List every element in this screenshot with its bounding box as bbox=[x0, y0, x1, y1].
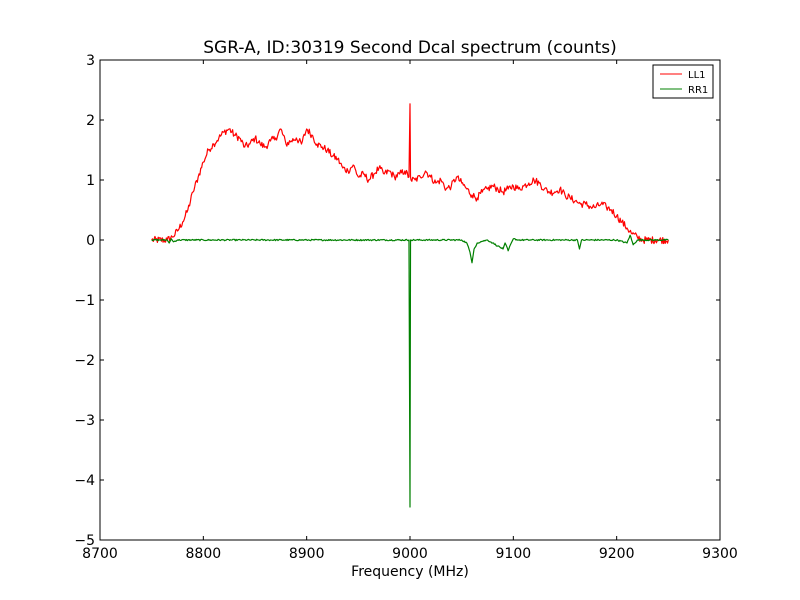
x-tick-label: 8900 bbox=[289, 546, 325, 562]
x-axis-label: Frequency (MHz) bbox=[351, 564, 469, 580]
chart-title: SGR-A, ID:30319 Second Dcal spectrum (co… bbox=[203, 38, 616, 58]
legend: LL1 RR1 bbox=[652, 64, 714, 99]
legend-label-rr1: RR1 bbox=[688, 85, 708, 96]
x-tick-label: 9300 bbox=[702, 546, 738, 562]
y-tick-label: 1 bbox=[86, 173, 95, 189]
legend-label-ll1: LL1 bbox=[688, 70, 706, 81]
y-tick-label: −4 bbox=[74, 473, 95, 489]
series-layer bbox=[151, 103, 669, 508]
legend-box bbox=[652, 64, 714, 99]
y-tick-label: −3 bbox=[74, 413, 95, 429]
series-line-ll1 bbox=[151, 103, 669, 245]
y-tick-label: 3 bbox=[86, 53, 95, 69]
y-tick-label: 0 bbox=[86, 233, 95, 249]
x-tick-label: 9100 bbox=[496, 546, 532, 562]
y-tick-label: −2 bbox=[74, 353, 95, 369]
x-tick-label: 9200 bbox=[599, 546, 635, 562]
y-tick-label: −5 bbox=[74, 533, 95, 549]
series-line-rr1 bbox=[151, 234, 669, 508]
x-tick-label: 8700 bbox=[82, 546, 118, 562]
x-tick-label: 8800 bbox=[186, 546, 222, 562]
ticks-layer: 8700 8800 8900 9000 9100 9200 9300 −5 −4 −3 −2 −1 0 1… bbox=[74, 53, 737, 562]
x-tick-label: 9000 bbox=[392, 546, 428, 562]
y-tick-label: 2 bbox=[86, 113, 95, 129]
y-tick-label: −1 bbox=[74, 293, 95, 309]
